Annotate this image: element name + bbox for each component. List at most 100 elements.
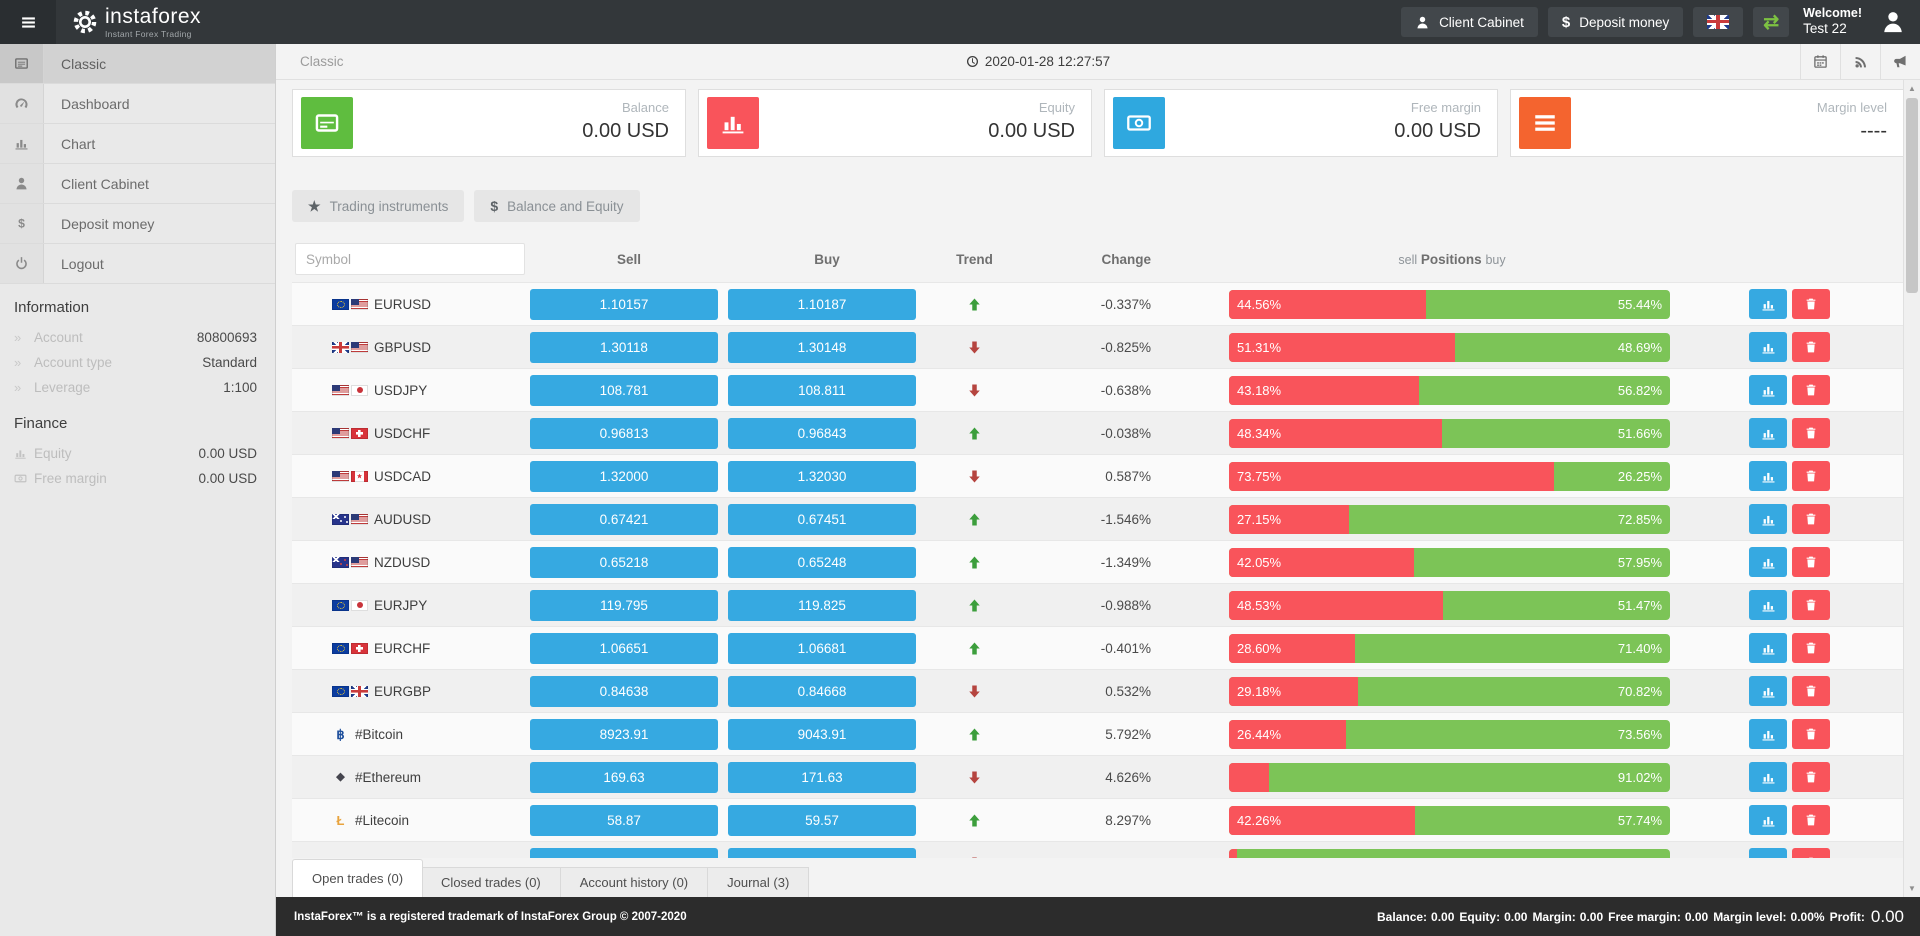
sell-price-button[interactable]: 0.65218 — [530, 546, 718, 578]
buy-price-button[interactable]: 1.32030 — [728, 460, 916, 492]
tab-label: Closed trades (0) — [441, 875, 541, 890]
symbol-label: EURUSD — [374, 296, 432, 312]
sidebar-item-logout[interactable]: Logout — [0, 244, 275, 284]
buy-price-button[interactable]: 1.10187 — [728, 288, 916, 320]
actions-cell — [1741, 461, 1904, 491]
exchange-button[interactable]: ⇄ — [1753, 7, 1790, 37]
open-chart-button[interactable] — [1749, 418, 1787, 448]
calendar-button[interactable] — [1800, 44, 1840, 79]
open-chart-button[interactable] — [1749, 676, 1787, 706]
positions-sell-value: 29.18% — [1237, 683, 1282, 699]
open-chart-button[interactable] — [1749, 461, 1787, 491]
sell-price-button[interactable]: 108.781 — [530, 374, 718, 406]
remove-symbol-button[interactable] — [1792, 719, 1830, 749]
buy-price-button[interactable]: 171.63 — [728, 761, 916, 793]
open-chart-button[interactable] — [1749, 633, 1787, 663]
sell-price-button[interactable]: 169.63 — [530, 761, 718, 793]
remove-symbol-button[interactable] — [1792, 805, 1830, 835]
scroll-down-arrow[interactable]: ▼ — [1908, 884, 1916, 893]
sidebar-item-dashboard[interactable]: Dashboard — [0, 84, 275, 124]
sidebar-item-chart[interactable]: Chart — [0, 124, 275, 164]
table-row-litecoin: Ł #Litecoin 58.87 59.57 8.297% — [292, 798, 1904, 841]
positions-buy-value: 48.69% — [1617, 339, 1662, 355]
rss-button[interactable] — [1840, 44, 1880, 79]
sell-price-button[interactable]: 8923.91 — [530, 718, 718, 750]
sell-price-button[interactable]: 1.30118 — [530, 331, 718, 363]
buy-price-button[interactable]: 59.57 — [728, 804, 916, 836]
sell-price-button[interactable]: 0.84638 — [530, 675, 718, 707]
open-chart-button[interactable] — [1749, 805, 1787, 835]
open-chart-button[interactable] — [1749, 762, 1787, 792]
client-cabinet-button[interactable]: Client Cabinet — [1401, 7, 1538, 37]
sell-price-button[interactable]: 0.96813 — [530, 417, 718, 449]
buy-price-button[interactable]: 9043.91 — [728, 718, 916, 750]
symbol-flags — [332, 642, 368, 654]
sell-price-button[interactable]: 119.795 — [530, 589, 718, 621]
sell-price-button[interactable]: 1.10157 — [530, 288, 718, 320]
buy-price-button[interactable]: 0.67451 — [728, 503, 916, 535]
remove-symbol-button[interactable] — [1792, 418, 1830, 448]
sidebar-item-client-cabinet[interactable]: Client Cabinet — [0, 164, 275, 204]
tab-closed-trades-0[interactable]: Closed trades (0) — [422, 867, 561, 897]
account-summary: Balance: 0.00 Equity: 0.00 Margin: 0.00 … — [1377, 907, 1904, 927]
scrollbar-thumb[interactable] — [1906, 98, 1918, 293]
symbol-flags — [332, 427, 368, 439]
symbol-cell: Ł #Litecoin — [292, 813, 530, 828]
sidebar-item-deposit-money[interactable]: Deposit money — [0, 204, 275, 244]
remove-symbol-button[interactable] — [1792, 289, 1830, 319]
buy-price-button[interactable]: 1.30148 — [728, 331, 916, 363]
symbol-cell: GBPUSD — [292, 340, 530, 355]
remove-symbol-button[interactable] — [1792, 332, 1830, 362]
remove-symbol-button[interactable] — [1792, 676, 1830, 706]
announcements-button[interactable] — [1880, 44, 1920, 79]
remove-symbol-button[interactable] — [1792, 633, 1830, 663]
remove-symbol-button[interactable] — [1792, 762, 1830, 792]
sidebar-item-classic[interactable]: Classic — [0, 44, 275, 84]
buy-price-button[interactable]: 108.811 — [728, 374, 916, 406]
footer-stat-value: 0.00 — [1684, 909, 1709, 924]
remove-symbol-button[interactable] — [1792, 375, 1830, 405]
trash-icon — [1804, 426, 1818, 440]
sell-price-button[interactable]: 0.67421 — [530, 503, 718, 535]
language-flag-button[interactable] — [1693, 7, 1744, 37]
open-chart-button[interactable] — [1749, 719, 1787, 749]
vertical-scrollbar[interactable]: ▲ ▼ — [1903, 80, 1920, 897]
open-chart-button[interactable] — [1749, 375, 1787, 405]
scroll-up-arrow[interactable]: ▲ — [1908, 84, 1916, 93]
sell-price-button[interactable]: 1.06651 — [530, 632, 718, 664]
positions-bar: 28.60% 71.40% — [1229, 633, 1670, 663]
remove-symbol-button[interactable] — [1792, 504, 1830, 534]
filter-button-balance-and-equity[interactable]: $ Balance and Equity — [474, 190, 640, 222]
tab-account-history-0[interactable]: Account history (0) — [560, 867, 709, 897]
filter-label: Balance and Equity — [507, 198, 624, 214]
open-chart-button[interactable] — [1749, 504, 1787, 534]
user-avatar[interactable] — [1880, 9, 1906, 35]
symbol-search-input[interactable] — [295, 243, 525, 275]
open-chart-button[interactable] — [1749, 332, 1787, 362]
sell-price-button[interactable]: 58.87 — [530, 804, 718, 836]
buy-price-button[interactable]: 0.96843 — [728, 417, 916, 449]
buy-price-button[interactable]: 0.84668 — [728, 675, 916, 707]
buy-price-button[interactable]: 1.06681 — [728, 632, 916, 664]
eu-flag-icon — [332, 599, 349, 611]
open-chart-button[interactable] — [1749, 590, 1787, 620]
hamburger-menu-button[interactable] — [0, 0, 56, 44]
deposit-money-button[interactable]: $ Deposit money — [1547, 7, 1684, 37]
tab-journal-3[interactable]: Journal (3) — [708, 867, 810, 897]
trash-icon — [1804, 684, 1818, 698]
sell-price-button[interactable]: 1.32000 — [530, 460, 718, 492]
header-trend: Trend — [956, 251, 993, 267]
open-chart-button[interactable] — [1749, 289, 1787, 319]
remove-symbol-button[interactable] — [1792, 461, 1830, 491]
positions-sell-segment: 43.18% — [1229, 375, 1420, 405]
buy-price-button[interactable]: 119.825 — [728, 589, 916, 621]
card-free-margin: Free margin 0.00 USD — [1104, 89, 1498, 157]
brand-logo[interactable]: instaforex Instant Forex Trading — [72, 6, 201, 39]
remove-symbol-button[interactable] — [1792, 590, 1830, 620]
open-chart-button[interactable] — [1749, 547, 1787, 577]
buy-price-button[interactable]: 0.65248 — [728, 546, 916, 578]
tab-open-trades-0[interactable]: Open trades (0) — [292, 859, 424, 897]
remove-symbol-button[interactable] — [1792, 547, 1830, 577]
positions-buy-value: 55.44% — [1617, 296, 1662, 312]
filter-button-trading-instruments[interactable]: ★ Trading instruments — [292, 190, 465, 222]
